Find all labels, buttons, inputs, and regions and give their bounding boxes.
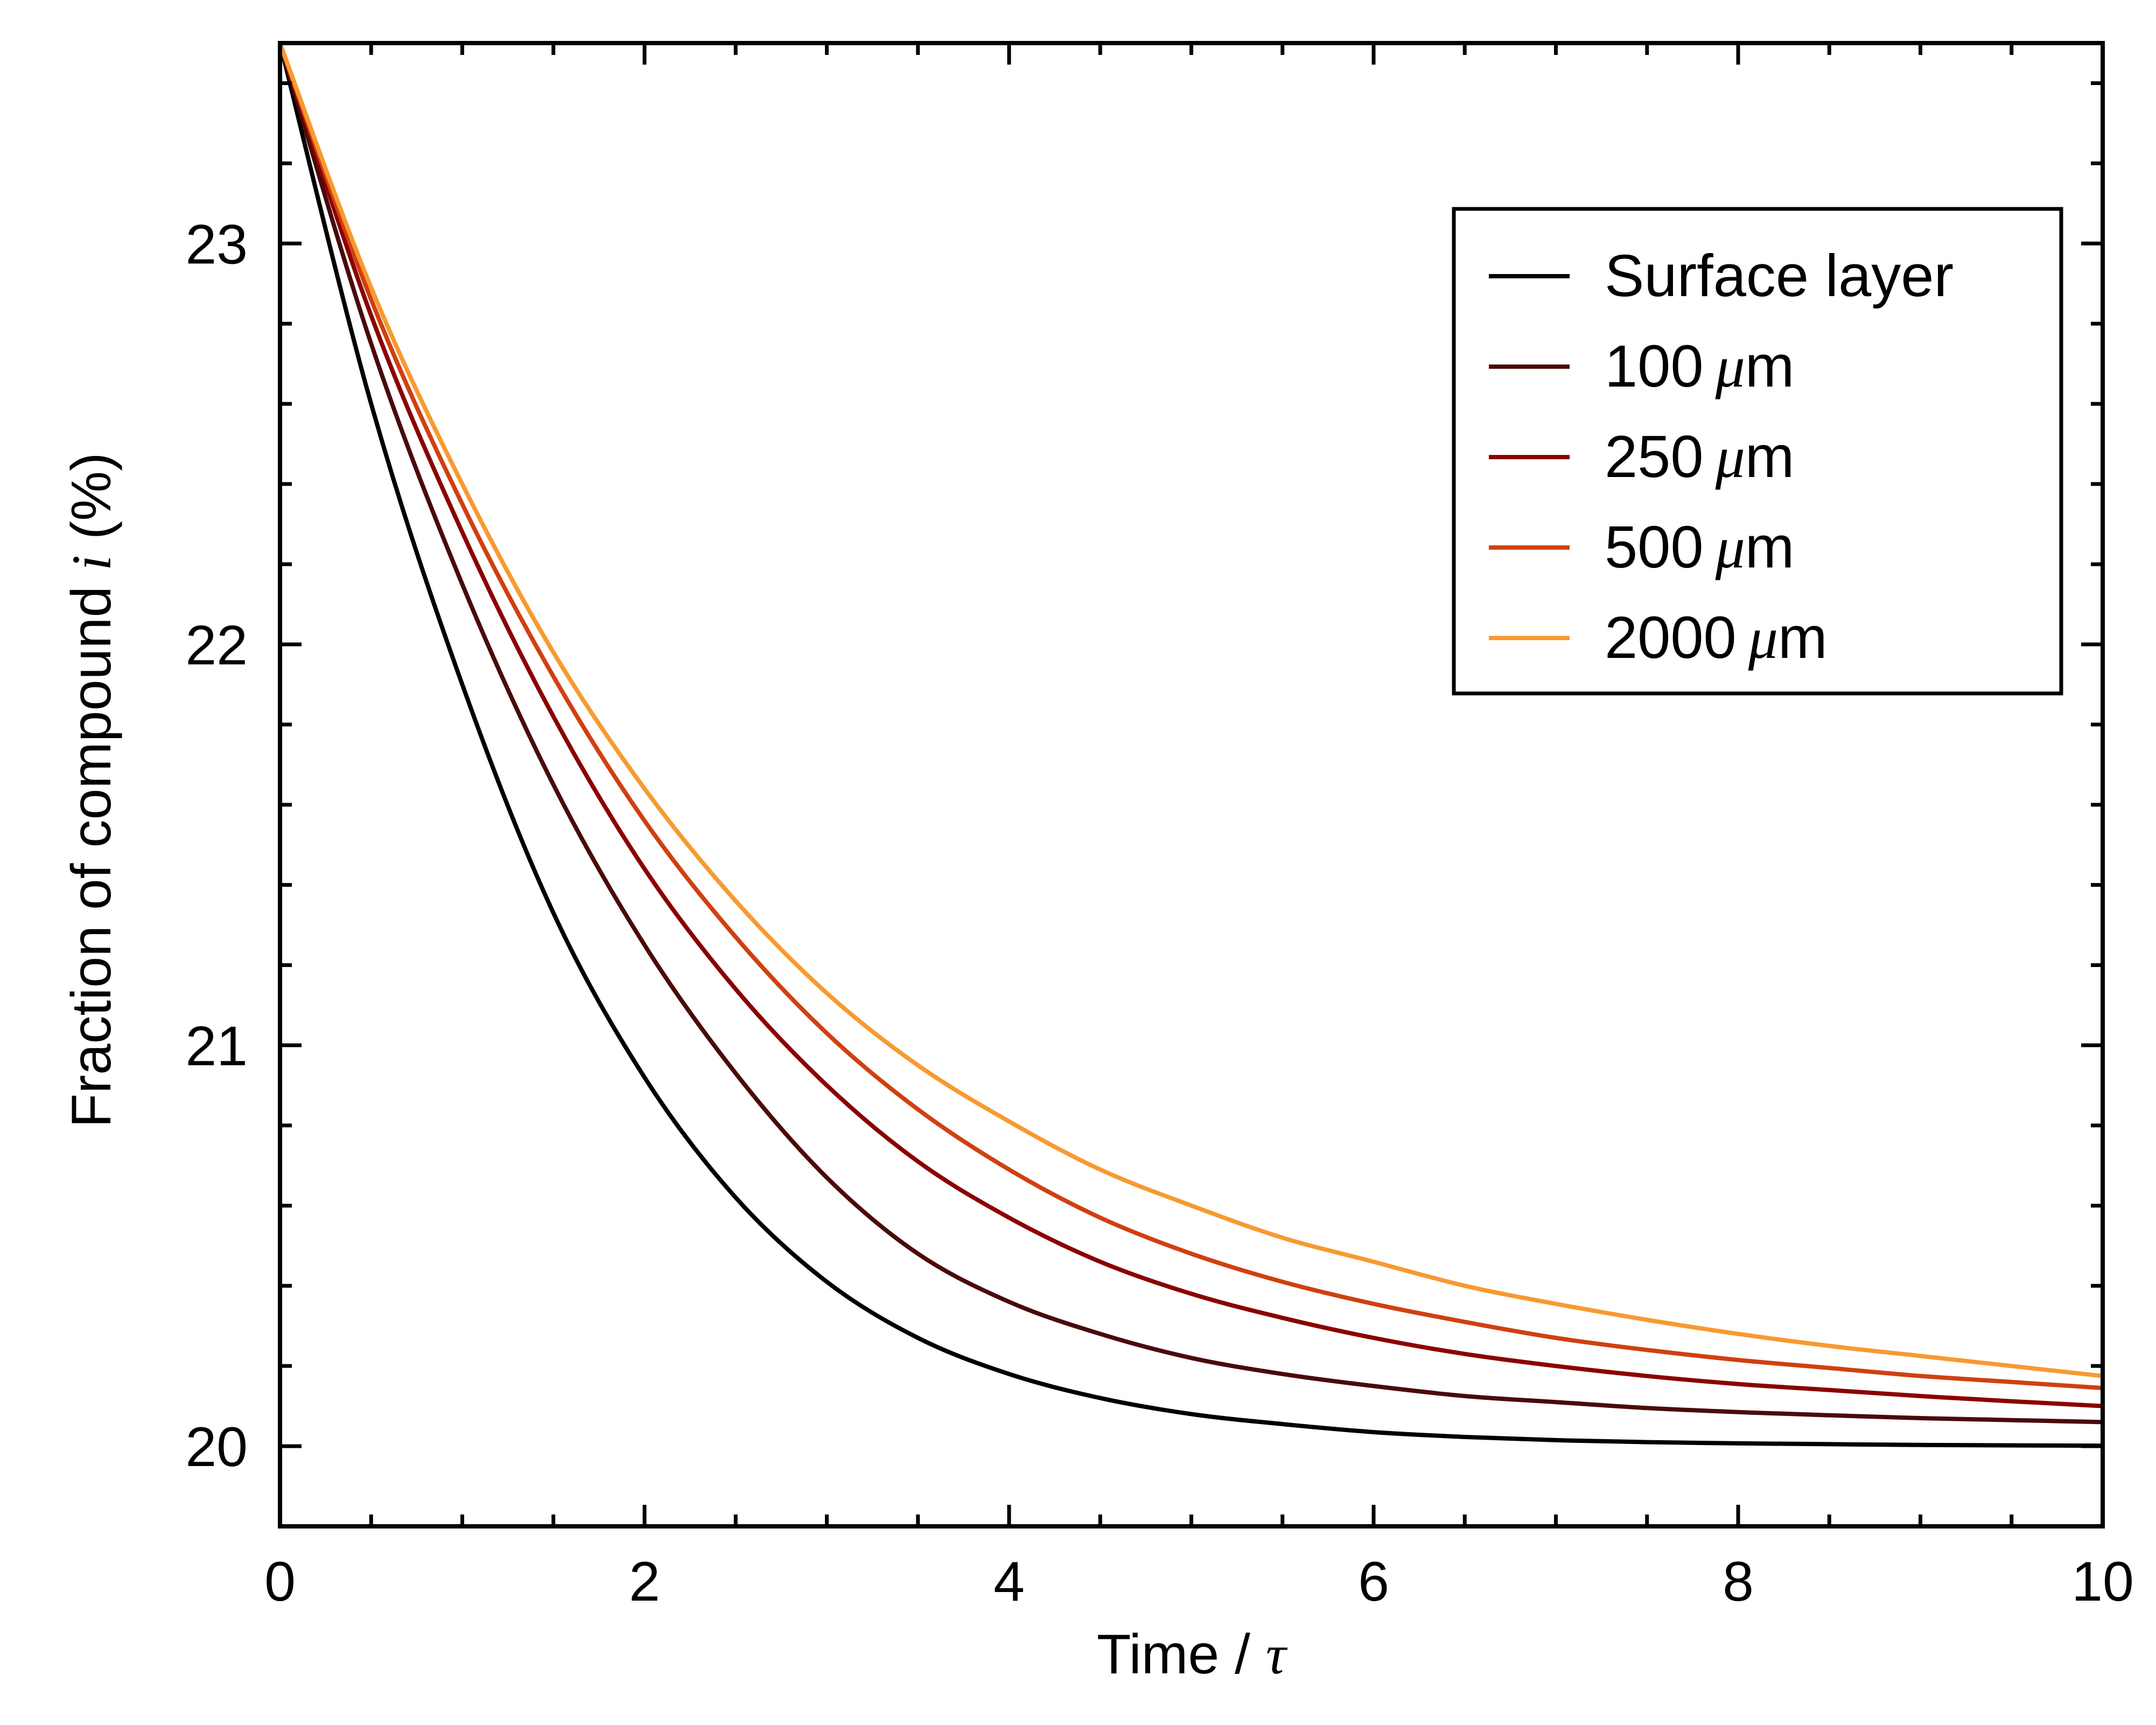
legend-label-unit-mu: μ xyxy=(1715,424,1745,490)
legend-label-unit-m: m xyxy=(1745,333,1795,399)
series-line-0 xyxy=(278,43,2103,1448)
legend-label-value: 2000 xyxy=(1605,605,1748,671)
legend-label-1: 100 μm xyxy=(1605,333,1794,399)
plot-area xyxy=(278,41,2105,1528)
y-tick-label: 20 xyxy=(185,1416,248,1478)
series-line-1 xyxy=(278,42,2103,1425)
legend-label-unit-m: m xyxy=(1745,514,1795,580)
x-axis-label-symbol: τ xyxy=(1266,1624,1288,1686)
legend-label-2: 250 μm xyxy=(1605,424,1794,490)
y-axis-label-after: (%) xyxy=(60,452,123,555)
legend-label-unit-m: m xyxy=(1745,424,1795,490)
series-line-2 xyxy=(278,42,2103,1408)
x-axis-label: Time / τ xyxy=(1097,1623,1288,1686)
legend-label-4: 2000 μm xyxy=(1605,605,1828,671)
y-tick-label: 23 xyxy=(185,213,248,276)
y-tick-labels: 20 21 22 23 xyxy=(185,213,248,1478)
x-tick-label: 6 xyxy=(1358,1551,1389,1613)
x-tick-labels: 0 2 4 6 8 10 xyxy=(264,1551,2134,1613)
legend-label-value: 100 xyxy=(1605,333,1716,399)
legend-box xyxy=(1452,207,2063,696)
x-axis-label-text: Time / xyxy=(1097,1623,1266,1686)
series-line-4 xyxy=(278,42,2103,1378)
series-line-3 xyxy=(278,42,2103,1391)
legend-label-3: 500 μm xyxy=(1605,514,1794,580)
y-axis-label-before: Fraction of compound xyxy=(60,571,123,1128)
plot-frame xyxy=(278,41,2105,1528)
legend-label-unit-m: m xyxy=(1778,605,1828,671)
x-tick-label: 10 xyxy=(2071,1551,2134,1613)
legend-label-value: 500 xyxy=(1605,514,1716,580)
y-tick-label: 21 xyxy=(185,1015,248,1077)
y-axis-label-symbol: i xyxy=(61,555,123,571)
x-tick-label: 0 xyxy=(264,1551,296,1613)
legend-label-unit-mu: μ xyxy=(1715,334,1745,399)
y-tick-label: 22 xyxy=(185,614,248,677)
x-tick-label: 8 xyxy=(1723,1551,1754,1613)
legend-label-value: 250 xyxy=(1605,424,1716,490)
x-tick-label: 4 xyxy=(993,1551,1025,1613)
legend-label-unit-mu: μ xyxy=(1715,515,1745,580)
series-layer xyxy=(278,42,2103,1448)
y-axis-label: Fraction of compound i (%) xyxy=(60,452,123,1127)
legend-label-0: Surface layer xyxy=(1605,243,1954,309)
legend-label-unit-mu: μ xyxy=(1748,605,1778,671)
x-tick-label: 2 xyxy=(629,1551,660,1613)
